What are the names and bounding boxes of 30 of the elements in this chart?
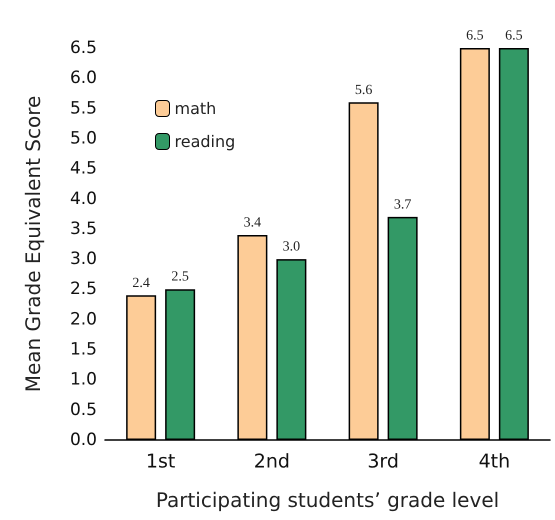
y-tick-label: 1.0 <box>70 370 97 390</box>
x-tick-label: 4th <box>478 450 510 472</box>
legend-label: reading <box>174 132 236 151</box>
data-label: 2.4 <box>132 276 150 291</box>
x-tick-label: 1st <box>146 450 176 472</box>
y-tick-label: 2.5 <box>70 279 97 300</box>
y-tick-label: 6.5 <box>70 38 97 58</box>
data-label: 6.5 <box>466 28 484 44</box>
y-tick-label: 4.5 <box>70 158 97 179</box>
y-tick-label: 6.0 <box>70 68 97 88</box>
data-label: 3.7 <box>394 197 412 212</box>
data-label: 6.5 <box>505 28 523 44</box>
y-tick-label: 2.0 <box>70 309 97 330</box>
x-tick-label: 2nd <box>254 450 290 472</box>
x-axis-title: Participating students’ grade level <box>156 488 500 512</box>
x-tick-label: 3rd <box>367 450 399 472</box>
y-tick-label: 3.0 <box>70 249 97 270</box>
data-label: 3.4 <box>244 215 262 230</box>
y-axis-title: Mean Grade Equivalent Score <box>21 96 45 392</box>
y-tick-label: 0.0 <box>70 430 97 450</box>
y-tick-label: 0.5 <box>70 400 97 420</box>
legend-label: math <box>174 99 216 118</box>
y-tick-label: 1.5 <box>70 340 97 360</box>
data-label: 2.5 <box>171 270 189 285</box>
y-tick-label: 5.0 <box>70 128 97 148</box>
y-tick-label: 3.5 <box>70 218 97 239</box>
data-label: 3.0 <box>282 240 300 255</box>
data-label: 5.6 <box>354 82 372 98</box>
y-tick-label: 4.0 <box>70 188 97 209</box>
y-tick-label: 5.5 <box>70 98 97 118</box>
